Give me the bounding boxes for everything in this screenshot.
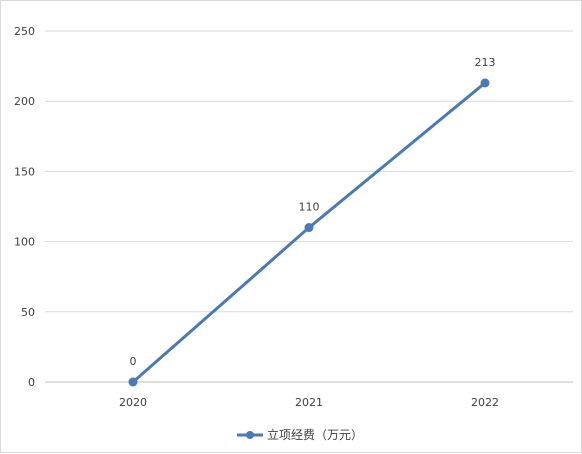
data-point-2021 [304, 223, 314, 233]
data-label-2021: 110 [299, 201, 320, 214]
y-tick-label-100: 100 [14, 236, 35, 249]
data-label-2020: 0 [130, 355, 137, 368]
y-tick-label-250: 250 [14, 25, 35, 38]
y-tick-label-150: 150 [14, 165, 35, 178]
x-tick-label-2021: 2021 [295, 396, 323, 409]
data-point-2022 [480, 78, 490, 88]
legend-marker [246, 431, 254, 439]
legend: 立项经费（万元） [237, 427, 363, 442]
x-axis-ticks: 2020 2021 2022 [119, 396, 499, 409]
data-labels: 0 110 213 [130, 56, 496, 368]
series-line-0 [131, 81, 487, 384]
y-axis-ticks: 0 50 100 150 200 250 [14, 25, 35, 389]
x-tick-label-2020: 2020 [119, 396, 147, 409]
y-tick-label-50: 50 [21, 306, 35, 319]
x-tick-label-2022: 2022 [471, 396, 499, 409]
series-layer [128, 78, 490, 387]
y-tick-label-200: 200 [14, 95, 35, 108]
data-point-2020 [128, 377, 138, 387]
data-label-2022: 213 [475, 56, 496, 69]
y-tick-label-0: 0 [28, 376, 35, 389]
legend-label: 立项经费（万元） [267, 427, 363, 442]
gridlines [45, 30, 573, 383]
